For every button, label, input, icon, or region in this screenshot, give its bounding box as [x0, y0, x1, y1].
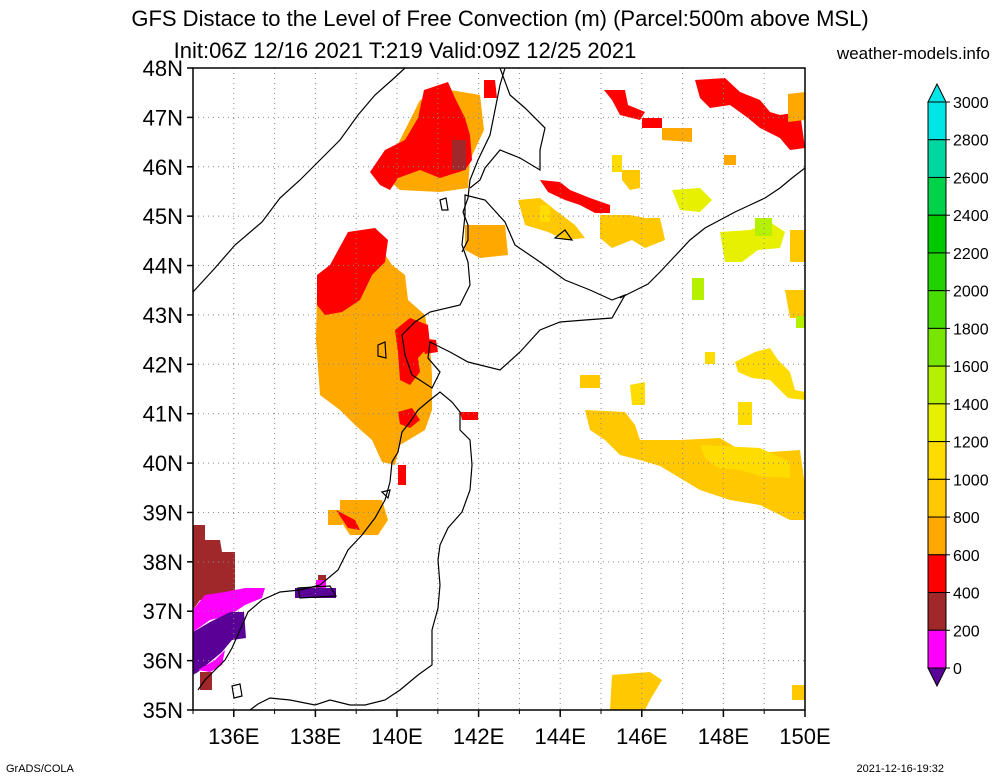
colorbar-swatch [927, 516, 947, 556]
colorbar-label-3000: 3000 [953, 95, 989, 112]
lon-label-136E: 136E [208, 724, 259, 749]
lat-label-38N: 38N [143, 550, 183, 575]
lat-label-37N: 37N [143, 599, 183, 624]
footer-software: GrADS/COLA [6, 763, 74, 775]
map-frame [192, 67, 806, 711]
asia-mainland-coast [193, 68, 406, 293]
lat-label-42N: 42N [143, 352, 183, 377]
lat-label-39N: 39N [143, 500, 183, 525]
colorbar-label-1800: 1800 [953, 321, 989, 338]
colorbar-swatch [927, 403, 947, 443]
lat-label-41N: 41N [143, 402, 183, 427]
lon-label-140E: 140E [371, 724, 422, 749]
colorbar-label-0: 0 [953, 661, 962, 678]
footer-timestamp: 2021-12-16-19:32 [856, 763, 944, 775]
colorbar-swatch [927, 101, 947, 141]
colorbar: 3000280026002400220020001800160014001200… [927, 82, 989, 688]
shading-layer [193, 78, 805, 710]
colorbar-swatch [927, 365, 947, 405]
chart-title: GFS Distace to the Level of Free Convect… [131, 6, 869, 31]
sakhalin-east-coast [469, 68, 546, 189]
coastline-layer [193, 68, 805, 710]
colorbar-label-2200: 2200 [953, 246, 989, 263]
colorbar-label-1400: 1400 [953, 397, 989, 414]
colorbar-label-800: 800 [953, 510, 980, 527]
colorbar-swatch [927, 214, 947, 254]
colorbar-swatch [927, 252, 947, 292]
colorbar-swatch [927, 327, 947, 367]
colorbar-swatch [927, 441, 947, 480]
colorbar-swatch [927, 592, 947, 631]
colorbar-bottom-arrow [927, 667, 947, 688]
colorbar-label-1200: 1200 [953, 435, 989, 452]
lat-label-47N: 47N [143, 105, 183, 130]
lon-label-150E: 150E [779, 724, 830, 749]
field-red-coast [395, 318, 430, 385]
colorbar-label-400: 400 [953, 586, 980, 603]
lon-label-144E: 144E [535, 724, 586, 749]
lat-label-40N: 40N [143, 451, 183, 476]
colorbar-label-1000: 1000 [953, 472, 989, 489]
lat-label-36N: 36N [143, 649, 183, 674]
sakhalin-west-coast [461, 68, 506, 253]
colorbar-swatch [927, 176, 947, 216]
field-red-japan-sea [317, 228, 388, 315]
colorbar-swatch [927, 139, 947, 178]
honshu-coast [249, 391, 473, 710]
lat-label-48N: 48N [143, 56, 183, 81]
hokkaido-coast [401, 194, 627, 389]
lat-label-44N: 44N [143, 254, 183, 279]
lat-label-35N: 35N [143, 698, 183, 723]
colorbar-label-200: 200 [953, 623, 980, 640]
chart-subtitle: Init:06Z 12/16 2021 T:219 Valid:09Z 12/2… [173, 38, 637, 63]
colorbar-swatch [927, 629, 947, 669]
kuril-islands [619, 167, 805, 299]
colorbar-top-arrow [927, 82, 947, 103]
colorbar-label-2800: 2800 [953, 133, 989, 150]
lon-label-142E: 142E [453, 724, 504, 749]
lon-label-148E: 148E [698, 724, 749, 749]
colorbar-label-2400: 2400 [953, 208, 989, 225]
site-credit: weather-models.info [836, 44, 990, 63]
colorbar-label-2600: 2600 [953, 170, 989, 187]
lat-label-46N: 46N [143, 155, 183, 180]
colorbar-swatch [927, 290, 947, 329]
colorbar-swatch [927, 554, 947, 594]
lat-label-43N: 43N [143, 303, 183, 328]
lat-label-45N: 45N [143, 204, 183, 229]
lon-label-146E: 146E [616, 724, 667, 749]
colorbar-label-2000: 2000 [953, 284, 989, 301]
lon-label-138E: 138E [290, 724, 341, 749]
colorbar-label-1600: 1600 [953, 359, 989, 376]
colorbar-swatch [927, 478, 947, 518]
colorbar-label-600: 600 [953, 548, 980, 565]
